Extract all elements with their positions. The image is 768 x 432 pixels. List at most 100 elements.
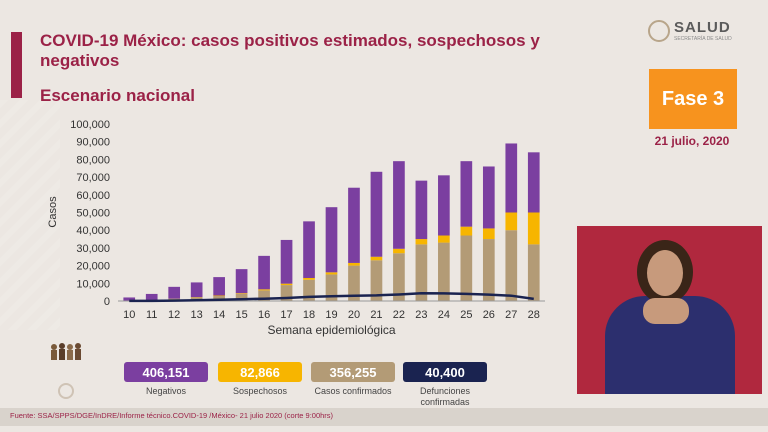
phase-label: Fase 3 bbox=[661, 87, 725, 110]
bar-segment bbox=[168, 286, 181, 299]
bar-segment bbox=[280, 285, 293, 301]
stat-label: Casos confirmados bbox=[314, 386, 392, 396]
stat-value: 82,866 bbox=[240, 364, 280, 380]
x-tick-label: 11 bbox=[146, 309, 157, 321]
stat-negativos: 406,151 bbox=[124, 362, 208, 382]
y-tick-label: 30,000 bbox=[76, 243, 110, 255]
bar-segment bbox=[438, 242, 450, 301]
seal-icon bbox=[58, 383, 74, 399]
source-note: Fuente: SSA/SPPS/DGE/InDRE/Informe técni… bbox=[10, 411, 334, 420]
x-tick-label: 23 bbox=[415, 309, 427, 321]
bar-segment bbox=[370, 260, 383, 301]
bar-segment bbox=[280, 239, 293, 284]
stat-value: 356,255 bbox=[329, 364, 377, 380]
bar-segment bbox=[393, 248, 405, 254]
report-date: 21 julio, 2020 bbox=[654, 134, 730, 148]
x-tick-label: 18 bbox=[303, 309, 315, 321]
x-tick-label: 13 bbox=[191, 309, 203, 321]
stat-label: Negativos bbox=[145, 386, 187, 396]
bar-segment bbox=[460, 226, 473, 236]
bar-segment bbox=[460, 161, 473, 227]
background-pattern bbox=[0, 100, 60, 330]
bar-segment bbox=[235, 293, 248, 294]
bar-segment bbox=[460, 235, 473, 301]
bar-segment bbox=[348, 187, 360, 263]
interpreter-hands bbox=[643, 298, 689, 324]
phase-badge: Fase 3 bbox=[649, 69, 737, 129]
bar-segment bbox=[348, 265, 360, 301]
title-accent-bar bbox=[11, 32, 22, 98]
x-tick-label: 22 bbox=[393, 309, 405, 321]
bar-segment bbox=[415, 239, 428, 245]
salud-logo: SALUD SECRETARÍA DE SALUD bbox=[648, 20, 732, 42]
y-tick-label: 80,000 bbox=[76, 154, 110, 166]
bar-segment bbox=[235, 293, 248, 301]
page-subtitle: Escenario nacional bbox=[40, 86, 195, 105]
stat-defunciones: 40,400 bbox=[403, 362, 487, 382]
y-tick-label: 10,000 bbox=[76, 278, 110, 290]
x-tick-label: 27 bbox=[505, 309, 517, 321]
bar-segment bbox=[235, 269, 248, 294]
bar-segment bbox=[505, 230, 518, 301]
bar-segment bbox=[370, 171, 383, 257]
x-tick-label: 24 bbox=[438, 309, 450, 321]
stat-value: 40,400 bbox=[425, 364, 465, 380]
x-tick-label: 10 bbox=[123, 309, 135, 321]
bar-segment bbox=[505, 143, 518, 213]
x-tick-label: 15 bbox=[235, 309, 247, 321]
x-tick-label: 21 bbox=[370, 309, 382, 321]
y-tick-label: 20,000 bbox=[76, 261, 110, 273]
x-tick-label: 14 bbox=[213, 309, 225, 321]
y-tick-label: 100,000 bbox=[70, 119, 110, 131]
bar-segment bbox=[325, 272, 338, 275]
bar-segment bbox=[527, 152, 540, 213]
y-tick-label: 90,000 bbox=[76, 137, 110, 149]
y-tick-label: 50,000 bbox=[76, 208, 110, 220]
bar-segment bbox=[258, 290, 270, 301]
bar-segment bbox=[325, 274, 338, 301]
logo-subtitle: SECRETARÍA DE SALUD bbox=[674, 36, 732, 42]
stat-value: 406,151 bbox=[142, 364, 190, 380]
bar-segment bbox=[393, 253, 405, 301]
bar-segment bbox=[527, 212, 540, 245]
bar-segment bbox=[258, 255, 270, 290]
bar-segment bbox=[393, 161, 405, 249]
footer-bar: Fuente: SSA/SPPS/DGE/InDRE/Informe técni… bbox=[0, 408, 768, 426]
y-axis-label: Casos bbox=[47, 196, 59, 228]
page-title: COVID-19 México: casos positivos estimad… bbox=[40, 31, 540, 70]
x-tick-label: 12 bbox=[168, 309, 180, 321]
sign-language-interpreter-video bbox=[577, 226, 762, 394]
bar-segment bbox=[123, 297, 136, 301]
x-tick-label: 16 bbox=[258, 309, 270, 321]
bar-segment bbox=[348, 262, 360, 266]
bar-segment bbox=[370, 256, 383, 261]
x-tick-label: 19 bbox=[325, 309, 337, 321]
bar-segment bbox=[527, 244, 540, 301]
y-tick-label: 70,000 bbox=[76, 172, 110, 184]
x-axis-label: Semana epidemiológica bbox=[267, 323, 395, 337]
x-tick-label: 20 bbox=[348, 309, 360, 321]
bar-segment bbox=[325, 207, 338, 273]
bar-segment bbox=[415, 244, 428, 301]
x-tick-label: 17 bbox=[280, 309, 292, 321]
stat-casos-confirmados: 356,255 bbox=[311, 362, 395, 382]
seal-icon bbox=[648, 20, 670, 42]
bar-segment bbox=[303, 221, 315, 278]
bar-segment bbox=[438, 235, 450, 243]
bar-segment bbox=[482, 239, 495, 301]
people-icon bbox=[51, 343, 81, 360]
bar-segment bbox=[482, 228, 495, 240]
stat-label: Defunciones confirmadas bbox=[419, 386, 471, 407]
bar-segment bbox=[482, 166, 495, 229]
bar-segment bbox=[145, 293, 158, 300]
bar-segment bbox=[280, 283, 293, 286]
y-tick-label: 40,000 bbox=[76, 225, 110, 237]
bar-segment bbox=[190, 282, 203, 298]
y-tick-label: 0 bbox=[104, 296, 110, 308]
bar-segment bbox=[303, 277, 315, 280]
logo-name: SALUD bbox=[674, 19, 731, 36]
bar-segment bbox=[213, 277, 225, 296]
stat-label: Sospechosos bbox=[232, 386, 288, 396]
bar-segment bbox=[415, 180, 428, 240]
stat-sospechosos: 82,866 bbox=[218, 362, 302, 382]
